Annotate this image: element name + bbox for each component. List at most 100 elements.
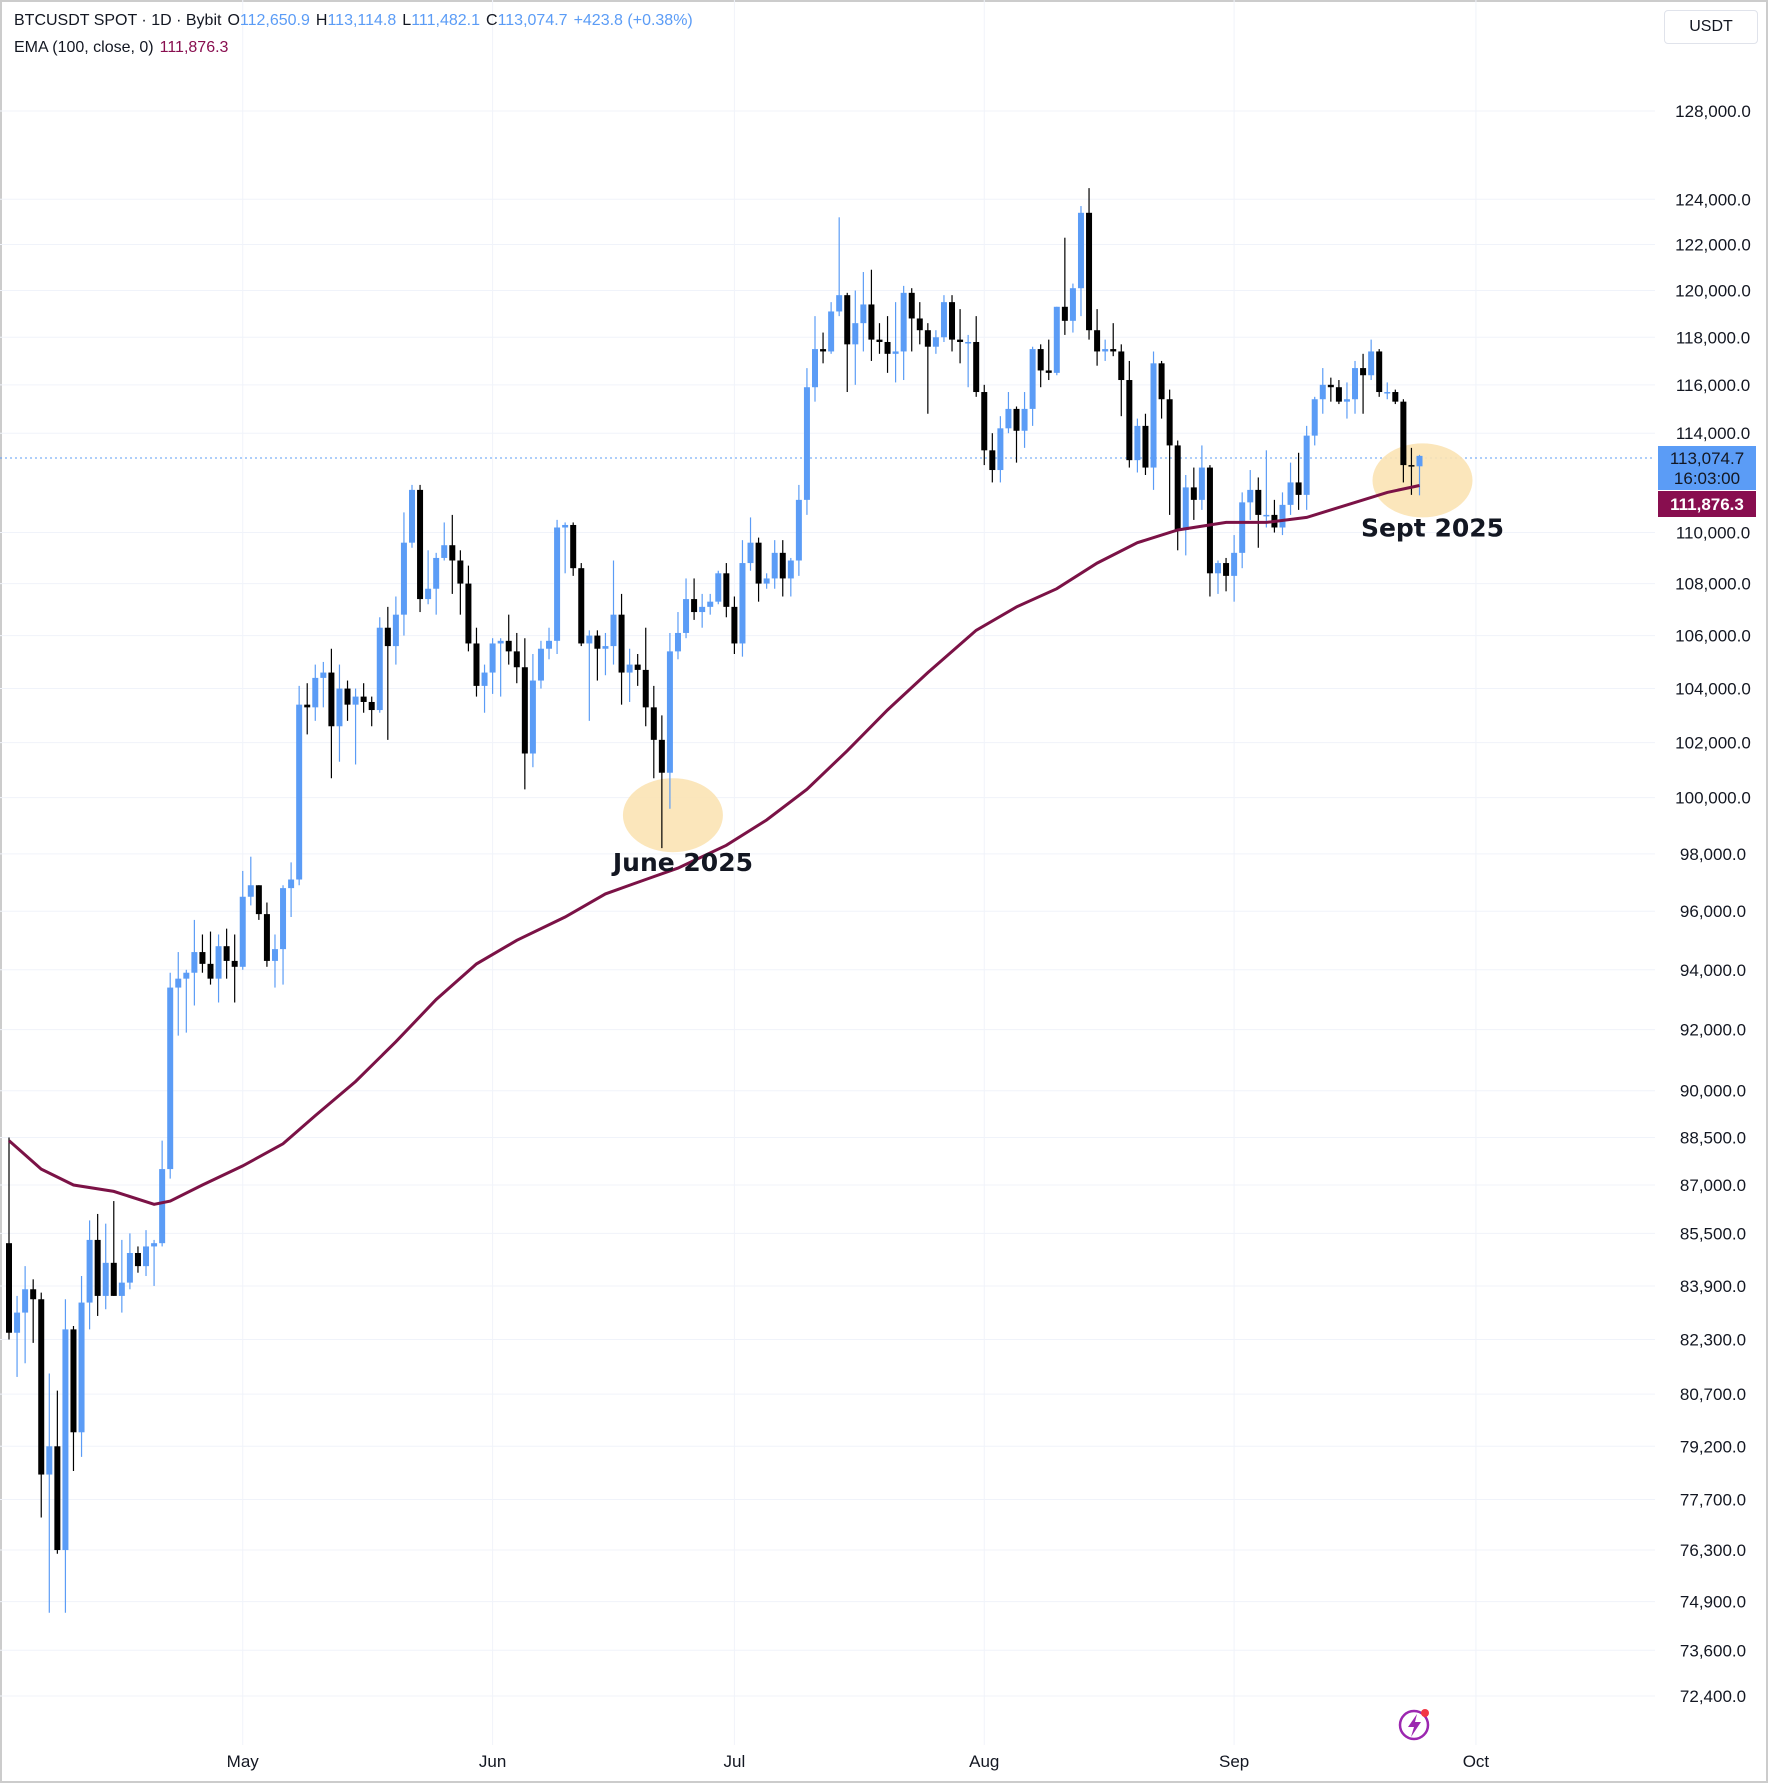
y-tick-label: 118,000.0 — [1676, 328, 1750, 347]
candle — [594, 630, 601, 681]
candle — [973, 316, 980, 397]
y-tick-label: 98,000.0 — [1680, 845, 1746, 864]
candle — [739, 540, 746, 657]
candle — [304, 683, 311, 735]
candle — [650, 685, 657, 779]
y-tick-label: 114,000.0 — [1676, 424, 1750, 443]
candle — [1384, 382, 1391, 400]
candle — [1086, 188, 1093, 340]
candle — [699, 593, 706, 628]
candle — [247, 856, 254, 906]
x-tick-label: Jun — [479, 1752, 506, 1771]
candle — [86, 1220, 93, 1330]
y-tick-label: 80,700.0 — [1680, 1385, 1746, 1404]
candle — [997, 416, 1004, 483]
candle — [940, 295, 947, 342]
candle — [779, 540, 786, 597]
lightning-icon[interactable] — [1398, 1709, 1430, 1741]
candle — [723, 563, 730, 618]
candle — [989, 433, 996, 483]
candle — [1376, 349, 1383, 397]
highlight-circles — [622, 443, 1473, 853]
ema-legend[interactable]: EMA (100, close, 0) 111,876.3 — [14, 39, 234, 57]
candle — [457, 550, 464, 615]
candle — [1094, 309, 1101, 366]
candle — [441, 522, 448, 561]
candle — [1198, 445, 1205, 510]
candle — [1360, 353, 1367, 414]
candle — [691, 578, 698, 620]
candle — [537, 640, 544, 689]
price-axis[interactable]: 128,000.0 124,000.0 122,000.0 120,000.0 118,… — [1675, 102, 1751, 1706]
open-value: 112,650.9 — [239, 12, 310, 29]
candle — [320, 661, 327, 708]
time-axis[interactable]: May Jun Jul Aug Sep Oct — [227, 1752, 1490, 1771]
close-value: 113,074.7 — [497, 12, 568, 29]
candle — [465, 565, 472, 652]
y-tick-label: 104,000.0 — [1675, 680, 1751, 699]
candle — [167, 972, 174, 1179]
candle — [795, 484, 802, 576]
candle — [747, 517, 754, 571]
candle — [626, 648, 633, 702]
y-tick-label: 72,400.0 — [1680, 1687, 1746, 1706]
ema-line — [8, 484, 1420, 1206]
candle — [489, 638, 496, 694]
candle — [392, 596, 399, 665]
y-tick-label: 120,000.0 — [1675, 282, 1751, 301]
candle — [1166, 389, 1173, 515]
candle — [1013, 406, 1020, 463]
y-tick-label: 106,000.0 — [1675, 627, 1751, 646]
candle — [344, 680, 351, 721]
symbol-label: BTCUSDT SPOT · 1D · Bybit — [14, 12, 222, 29]
candle — [505, 614, 512, 665]
candle — [384, 606, 391, 740]
candle — [634, 654, 641, 686]
candle — [965, 334, 972, 388]
low-value: 111,482.1 — [411, 12, 480, 29]
candle — [1279, 492, 1286, 536]
candle — [828, 302, 835, 354]
candle — [715, 570, 722, 605]
candle — [1223, 557, 1230, 592]
candle — [417, 484, 424, 613]
candle — [134, 1246, 141, 1273]
candle — [868, 269, 875, 361]
candle — [360, 683, 367, 713]
candle — [159, 1140, 166, 1247]
candle — [1077, 206, 1084, 317]
candle — [763, 573, 770, 589]
y-tick-label: 128,000.0 — [1675, 102, 1751, 121]
candle — [1005, 392, 1012, 434]
annotation-label: June 2025 — [611, 848, 753, 877]
candle — [6, 1137, 12, 1340]
y-tick-label: 77,700.0 — [1680, 1490, 1746, 1509]
candle — [1231, 535, 1238, 602]
candle — [884, 316, 891, 373]
candle — [94, 1213, 101, 1316]
candle — [1142, 413, 1149, 475]
candle — [949, 295, 956, 352]
candle — [46, 1373, 53, 1613]
candle — [1045, 339, 1052, 381]
candle — [1069, 283, 1076, 333]
candle — [255, 885, 262, 920]
y-tick-label: 108,000.0 — [1675, 575, 1751, 594]
candle — [610, 560, 617, 665]
candle — [981, 384, 988, 466]
candle — [143, 1230, 150, 1277]
candle — [231, 934, 238, 1003]
candle — [1182, 474, 1189, 556]
change-value: +423.8 (+0.38%) — [573, 12, 693, 29]
y-tick-label: 100,000.0 — [1675, 789, 1751, 808]
high-value: 113,114.8 — [327, 12, 397, 29]
y-tick-label: 102,000.0 — [1675, 734, 1751, 753]
candle — [215, 934, 222, 1003]
candle — [78, 1276, 85, 1457]
candle — [280, 885, 287, 985]
currency-button[interactable]: USDT — [1664, 10, 1758, 44]
candle — [787, 557, 794, 597]
candle — [175, 952, 182, 1036]
candle — [683, 578, 690, 639]
